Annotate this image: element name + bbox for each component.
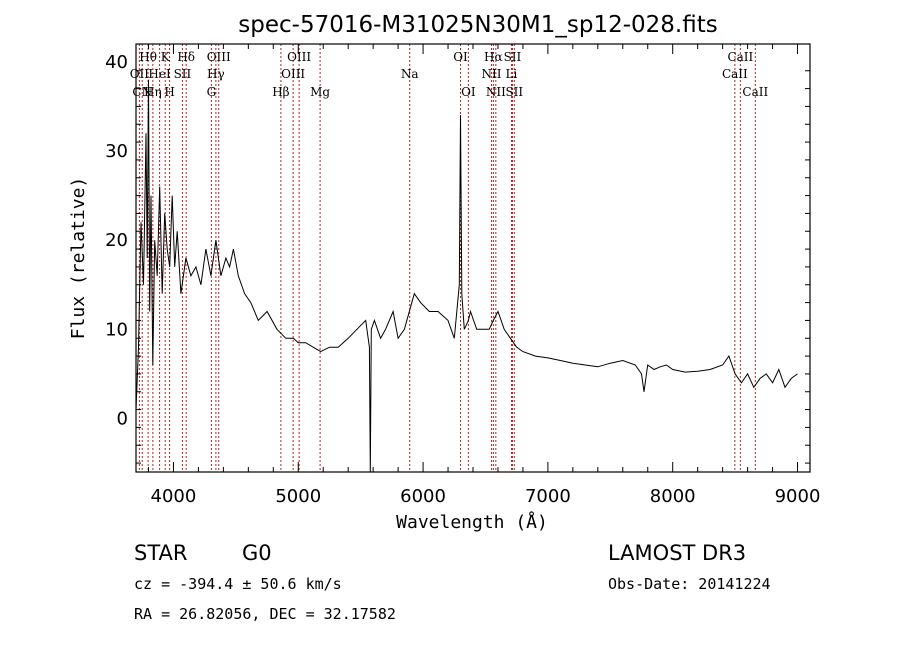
chart-title: spec-57016-M31025N30M1_sp12-028.fits (238, 12, 717, 38)
y-tick-label: 20 (105, 230, 128, 251)
radec-text: RA = 26.82056, DEC = 32.17582 (134, 605, 396, 623)
line-label: HeI (148, 67, 171, 81)
line-label: OIII (207, 50, 231, 64)
line-label: SII (505, 85, 523, 99)
obs-date-text: Obs-Date: 20141224 (608, 575, 771, 593)
line-label: H (164, 85, 174, 99)
y-axis: 0 10 20 30 40 (105, 52, 810, 464)
y-tick-label: 10 (105, 319, 128, 340)
line-label: Hα (484, 50, 503, 64)
line-label: NII (486, 85, 506, 99)
x-tick-label: 7000 (525, 486, 571, 507)
x-axis-label: Wavelength (Å) (396, 511, 548, 533)
x-tick-label: 4000 (151, 486, 197, 507)
line-label: G (207, 85, 217, 99)
x-tick-label: 9000 (775, 486, 821, 507)
line-label: Na (401, 67, 419, 81)
line-label: Hδ (177, 50, 195, 64)
x-tick-label: 6000 (400, 486, 446, 507)
class-label: STAR (134, 541, 187, 565)
subclass-label: G0 (242, 541, 272, 565)
line-label: OIII (281, 67, 305, 81)
y-tick-label: 40 (105, 52, 128, 73)
cz-text: cz = -394.4 ± 50.6 km/s (134, 575, 342, 593)
line-label: CaII (727, 50, 753, 64)
spectrum-line (135, 79, 798, 473)
line-label: K (161, 50, 171, 64)
line-label: Mg (310, 85, 330, 99)
survey-label: LAMOST DR3 (608, 541, 746, 565)
y-tick-label: 0 (117, 409, 128, 430)
x-tick-label: 8000 (650, 486, 696, 507)
line-label: OI (453, 50, 468, 64)
line-label: OII (130, 67, 150, 81)
y-axis-label: Flux (relative) (68, 177, 89, 340)
plot-frame (135, 43, 811, 473)
y-tick-label: 30 (105, 141, 128, 162)
line-label: Hθ (139, 50, 157, 64)
x-axis: 4000 5000 6000 7000 8000 9000 (147, 44, 821, 507)
line-label: CaII (742, 85, 768, 99)
line-label: SII (174, 67, 192, 81)
line-label: OI (461, 85, 476, 99)
line-label: Hγ (207, 67, 225, 81)
line-label: SII (504, 50, 522, 64)
line-label: Hη (144, 85, 162, 99)
line-label: Hβ (272, 85, 289, 99)
line-label: CaII (722, 67, 748, 81)
line-label: OIII (287, 50, 311, 64)
line-label: Li (506, 67, 518, 81)
x-tick-label: 5000 (275, 486, 321, 507)
line-label: NII (481, 67, 501, 81)
